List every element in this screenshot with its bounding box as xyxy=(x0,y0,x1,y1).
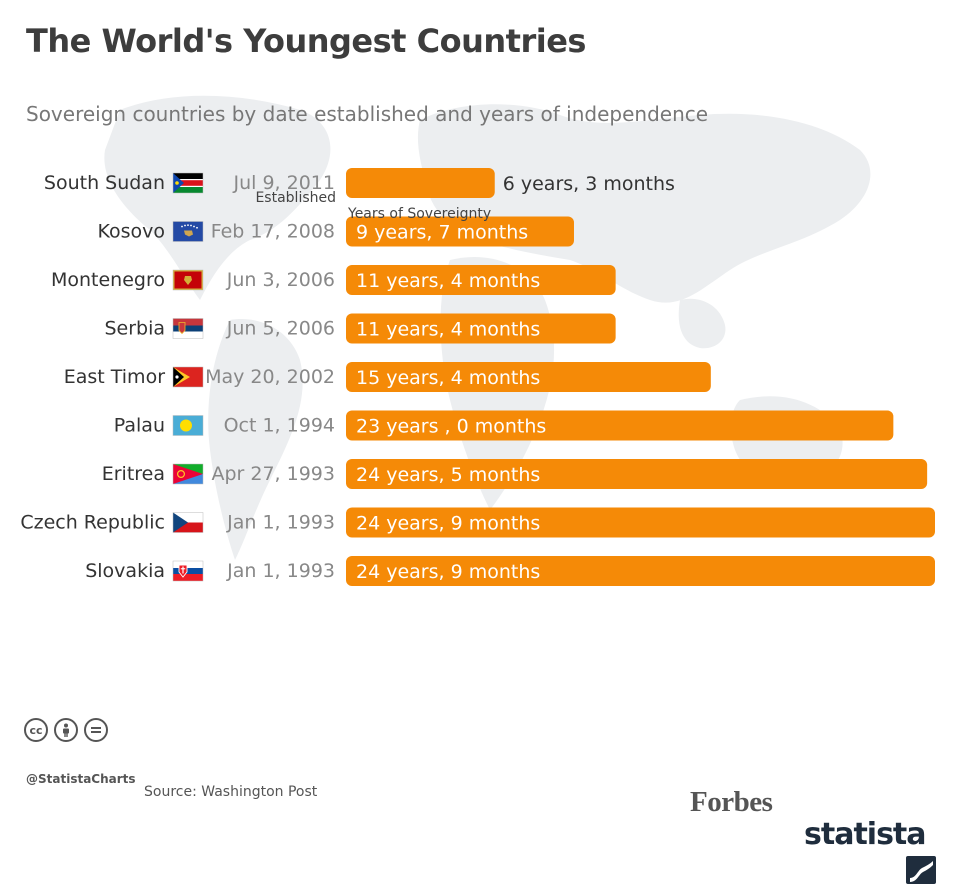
established-date: Jun 3, 2006 xyxy=(226,269,335,291)
flag-border xyxy=(172,318,204,339)
slovakia-flag-icon xyxy=(172,560,204,582)
flag-border xyxy=(172,463,204,485)
by-icon xyxy=(54,718,78,742)
palau-flag-icon xyxy=(173,415,203,436)
established-date: Jan 1, 1993 xyxy=(226,560,335,582)
bar-chart: South Sudan Jul 9, 2011 6 years, 3 months K… xyxy=(20,168,935,586)
bar-value-label: 15 years, 4 months xyxy=(356,367,540,389)
license-icons: cc xyxy=(24,718,960,742)
bar-value-label: 24 years, 5 months xyxy=(356,464,540,486)
chart-row: Kosovo Feb 17, 2008 9 years, 7 months xyxy=(97,216,574,247)
country-label: Eritrea xyxy=(102,463,165,485)
flag-border xyxy=(172,172,204,194)
kosovo-flag-icon xyxy=(173,221,203,242)
flag-border xyxy=(172,512,204,533)
statista-logo: statista xyxy=(804,817,927,852)
chart-title: The World's Youngest Countries xyxy=(26,22,586,60)
chart-row: Serbia Jun 5, 2006 11 years, 4 months xyxy=(104,313,616,344)
bar-value-label: 24 years, 9 months xyxy=(356,513,540,535)
flag-border xyxy=(172,415,204,436)
flag-border xyxy=(172,366,204,388)
bar-value-label: 6 years, 3 months xyxy=(503,173,675,195)
forbes-logo: Forbes xyxy=(690,786,773,818)
chart-row: Slovakia Jan 1, 1993 24 years, 9 months xyxy=(85,556,935,586)
established-date: Feb 17, 2008 xyxy=(211,221,335,243)
bar-value-label: 11 years, 4 months xyxy=(356,319,540,341)
established-date: Jan 1, 1993 xyxy=(226,512,335,534)
years-column-header: Years of Sovereignty xyxy=(348,206,492,222)
south-sudan-flag-icon xyxy=(173,173,203,193)
country-label: Montenegro xyxy=(51,269,165,291)
bar xyxy=(346,362,711,392)
country-label: Palau xyxy=(114,415,165,437)
country-label: Serbia xyxy=(104,318,165,340)
bar xyxy=(346,507,935,538)
established-column-header: Established xyxy=(255,190,336,206)
chart-subtitle: Sovereign countries by date established … xyxy=(26,102,709,126)
bar-value-label: 23 years , 0 months xyxy=(356,416,546,438)
eritrea-flag-icon xyxy=(172,463,204,485)
bar xyxy=(346,313,616,344)
chart-row: East Timor May 20, 2002 15 years, 4 months xyxy=(64,362,711,392)
flag-border xyxy=(172,269,204,291)
established-date: Jun 5, 2006 xyxy=(226,318,335,340)
established-date: May 20, 2002 xyxy=(205,366,335,388)
serbia-flag-icon xyxy=(172,318,204,339)
established-date: Apr 27, 1993 xyxy=(211,463,335,485)
bar-value-label: 9 years, 7 months xyxy=(356,222,528,244)
country-label: Slovakia xyxy=(85,560,165,582)
country-label: South Sudan xyxy=(44,172,165,194)
country-label: East Timor xyxy=(64,366,165,388)
established-date: Jul 9, 2011 xyxy=(233,172,336,194)
country-label: Kosovo xyxy=(97,221,165,243)
bar xyxy=(346,265,616,295)
czech-flag-icon xyxy=(173,512,203,533)
statista-mark-icon xyxy=(906,856,936,884)
bar xyxy=(346,216,574,247)
bar-value-label: 11 years, 4 months xyxy=(356,270,540,292)
flag-border xyxy=(172,221,204,242)
chart-row: Czech Republic Jan 1, 1993 24 years, 9 mon… xyxy=(20,507,935,538)
chart-row: Montenegro Jun 3, 2006 11 years, 4 months xyxy=(51,265,616,295)
bar xyxy=(346,410,894,441)
chart-row: Eritrea Apr 27, 1993 24 years, 5 months xyxy=(102,459,928,489)
bar xyxy=(346,459,928,489)
bar xyxy=(346,556,935,586)
established-date: Oct 1, 1994 xyxy=(224,415,335,437)
east-timor-flag-icon xyxy=(173,367,203,387)
bar xyxy=(346,168,495,198)
chart-row: South Sudan Jul 9, 2011 6 years, 3 months xyxy=(44,168,675,198)
country-label: Czech Republic xyxy=(20,512,165,534)
nd-icon xyxy=(84,718,108,742)
bar-value-label: 24 years, 9 months xyxy=(356,561,540,583)
montenegro-flag-icon xyxy=(173,270,203,290)
flag-border xyxy=(172,560,204,582)
chart-row: Palau Oct 1, 1994 23 years , 0 months xyxy=(114,410,894,441)
cc-icon: cc xyxy=(24,718,48,742)
